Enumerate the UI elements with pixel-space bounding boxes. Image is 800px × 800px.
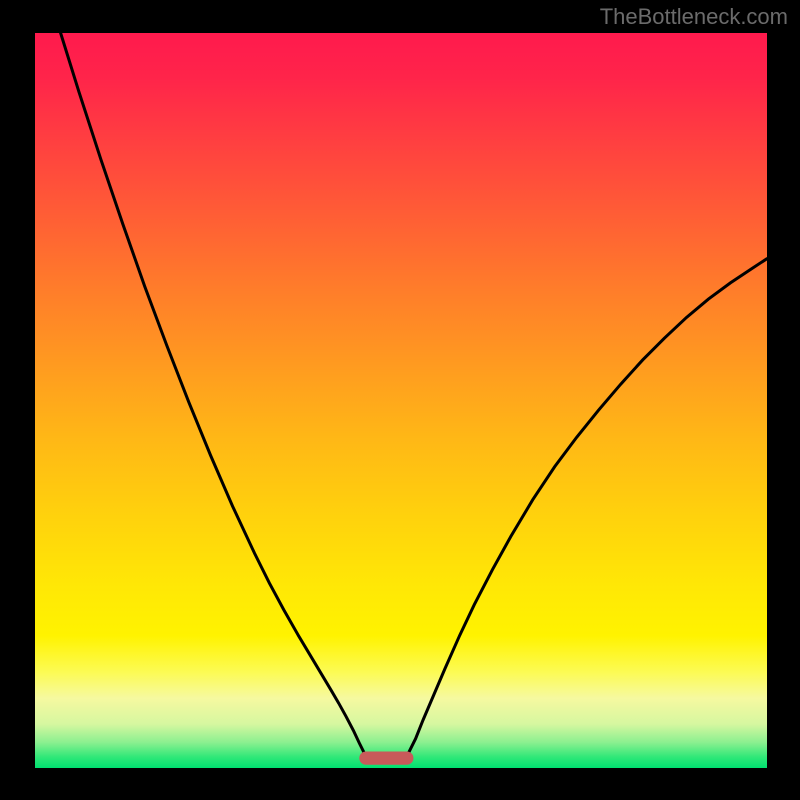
plot-svg bbox=[35, 33, 767, 768]
gradient-background bbox=[35, 33, 767, 768]
chart-container: TheBottleneck.com bbox=[0, 0, 800, 800]
watermark-text: TheBottleneck.com bbox=[600, 4, 788, 30]
bottleneck-marker bbox=[359, 751, 413, 764]
plot-area bbox=[35, 33, 767, 768]
